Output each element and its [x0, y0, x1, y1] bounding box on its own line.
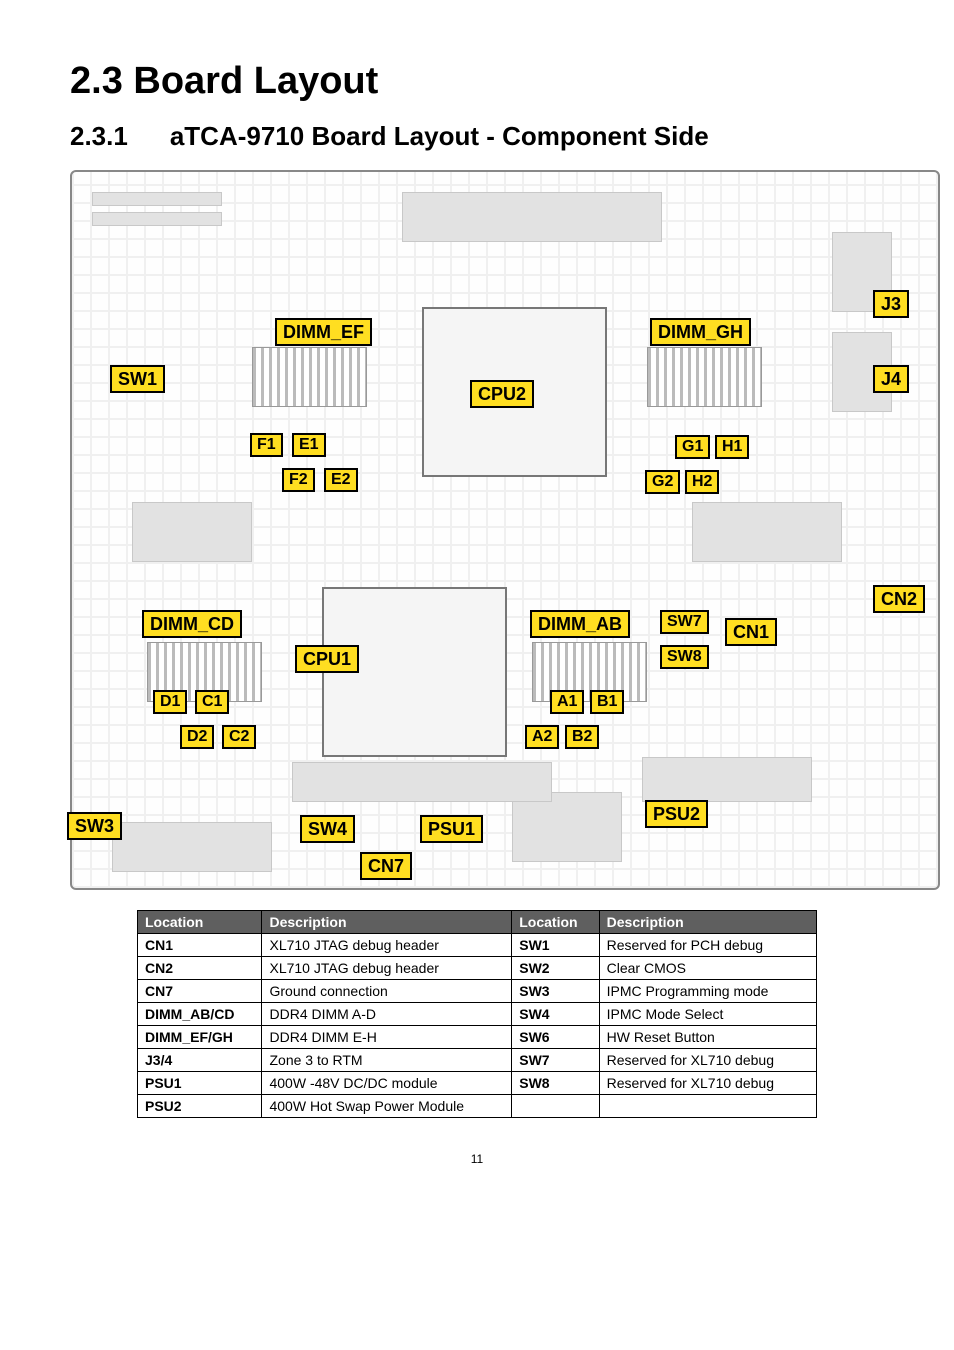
location-cell: DIMM_EF/GH	[138, 1026, 262, 1049]
description-cell: Reserved for XL710 debug	[599, 1072, 816, 1095]
description-cell: 400W -48V DC/DC module	[262, 1072, 512, 1095]
location-cell: SW1	[512, 934, 599, 957]
board-outline	[70, 170, 940, 890]
table-header-cell: Location	[512, 911, 599, 934]
callout-dimm_gh: DIMM_GH	[650, 318, 751, 346]
callout-dimm_ab: DIMM_AB	[530, 610, 630, 638]
callout-sw3: SW3	[67, 812, 122, 840]
board-layout-diagram: J3 J4 DIMM_GH DIMM_EF SW1 CPU2 F1 E1 F2 E2 G1H1 G2H…	[70, 170, 940, 890]
description-cell: Reserved for XL710 debug	[599, 1049, 816, 1072]
pcb-noise	[132, 502, 252, 562]
pcb-noise	[92, 212, 222, 226]
table-header-cell: Location	[138, 911, 262, 934]
callout-h1: H1	[715, 435, 749, 459]
callout-f2: F2	[282, 468, 315, 492]
location-cell: SW4	[512, 1003, 599, 1026]
table-row: PSU2400W Hot Swap Power Module	[138, 1095, 817, 1118]
pcb-noise	[692, 502, 842, 562]
table-row: PSU1400W -48V DC/DC moduleSW8Reserved fo…	[138, 1072, 817, 1095]
callout-e1: E1	[292, 433, 326, 457]
description-cell: DDR4 DIMM A-D	[262, 1003, 512, 1026]
dimm-ef-bank	[252, 347, 367, 407]
description-cell: Ground connection	[262, 980, 512, 1003]
callout-cpu2: CPU2	[470, 380, 534, 408]
pcb-noise	[402, 192, 662, 242]
callout-h2: H2	[685, 470, 719, 494]
callout-b2: B2	[565, 725, 599, 749]
callout-sw4: SW4	[300, 815, 355, 843]
callout-sw8: SW8	[660, 645, 709, 669]
psu1-footprint	[512, 792, 622, 862]
description-cell: IPMC Mode Select	[599, 1003, 816, 1026]
callout-dimm_ef: DIMM_EF	[275, 318, 372, 346]
callout-b1: B1	[590, 690, 624, 714]
table-row: DIMM_AB/CDDDR4 DIMM A-DSW4IPMC Mode Sele…	[138, 1003, 817, 1026]
subsection-heading-row: 2.3.1 aTCA-9710 Board Layout - Component…	[70, 121, 884, 152]
location-cell: SW6	[512, 1026, 599, 1049]
callout-a1: A1	[550, 690, 584, 714]
callout-cn7: CN7	[360, 852, 412, 880]
callout-e2: E2	[324, 468, 358, 492]
callout-g1: G1	[675, 435, 710, 459]
location-cell: CN1	[138, 934, 262, 957]
description-cell: XL710 JTAG debug header	[262, 934, 512, 957]
location-cell: SW8	[512, 1072, 599, 1095]
location-cell	[512, 1095, 599, 1118]
description-cell: Zone 3 to RTM	[262, 1049, 512, 1072]
location-cell: PSU1	[138, 1072, 262, 1095]
callout-cpu1: CPU1	[295, 645, 359, 673]
location-cell: CN2	[138, 957, 262, 980]
subsection-title: aTCA-9710 Board Layout - Component Side	[170, 121, 709, 152]
description-cell: DDR4 DIMM E-H	[262, 1026, 512, 1049]
callout-a2: A2	[525, 725, 559, 749]
description-cell: IPMC Programming mode	[599, 980, 816, 1003]
location-description-table: LocationDescriptionLocationDescription C…	[137, 910, 817, 1118]
location-cell: CN7	[138, 980, 262, 1003]
callout-sw7: SW7	[660, 610, 709, 634]
table-header: LocationDescriptionLocationDescription	[138, 911, 817, 934]
callout-cn2: CN2	[873, 585, 925, 613]
callout-c1: C1	[195, 690, 229, 714]
table-row: CN7Ground connectionSW3IPMC Programming …	[138, 980, 817, 1003]
dimm-gh-bank	[647, 347, 762, 407]
pcb-noise	[112, 822, 272, 872]
location-cell: SW7	[512, 1049, 599, 1072]
location-cell: SW2	[512, 957, 599, 980]
callout-d2: D2	[180, 725, 214, 749]
subsection-number: 2.3.1	[70, 121, 128, 152]
description-cell: Reserved for PCH debug	[599, 934, 816, 957]
pcb-noise	[92, 192, 222, 206]
description-cell: HW Reset Button	[599, 1026, 816, 1049]
table-row: CN1XL710 JTAG debug headerSW1Reserved fo…	[138, 934, 817, 957]
location-cell: PSU2	[138, 1095, 262, 1118]
table-header-cell: Description	[599, 911, 816, 934]
callout-psu1: PSU1	[420, 815, 483, 843]
table-row: CN2XL710 JTAG debug headerSW2Clear CMOS	[138, 957, 817, 980]
section-heading: 2.3 Board Layout	[70, 60, 884, 103]
location-cell: SW3	[512, 980, 599, 1003]
callout-sw1: SW1	[110, 365, 165, 393]
table-header-cell: Description	[262, 911, 512, 934]
callout-psu2: PSU2	[645, 800, 708, 828]
callout-c2: C2	[222, 725, 256, 749]
callout-j3: J3	[873, 290, 909, 318]
callout-d1: D1	[153, 690, 187, 714]
description-cell: Clear CMOS	[599, 957, 816, 980]
description-cell	[599, 1095, 816, 1118]
table-row: J3/4Zone 3 to RTMSW7Reserved for XL710 d…	[138, 1049, 817, 1072]
pcb-noise	[292, 762, 552, 802]
callout-cn1: CN1	[725, 618, 777, 646]
page-number: 11	[70, 1152, 884, 1166]
description-cell: XL710 JTAG debug header	[262, 957, 512, 980]
table-row: DIMM_EF/GHDDR4 DIMM E-HSW6HW Reset Butto…	[138, 1026, 817, 1049]
description-cell: 400W Hot Swap Power Module	[262, 1095, 512, 1118]
callout-g2: G2	[645, 470, 680, 494]
psu2-footprint	[642, 757, 812, 802]
callout-dimm_cd: DIMM_CD	[142, 610, 242, 638]
callout-f1: F1	[250, 433, 283, 457]
location-cell: DIMM_AB/CD	[138, 1003, 262, 1026]
table-body: CN1XL710 JTAG debug headerSW1Reserved fo…	[138, 934, 817, 1118]
callout-j4: J4	[873, 365, 909, 393]
location-cell: J3/4	[138, 1049, 262, 1072]
